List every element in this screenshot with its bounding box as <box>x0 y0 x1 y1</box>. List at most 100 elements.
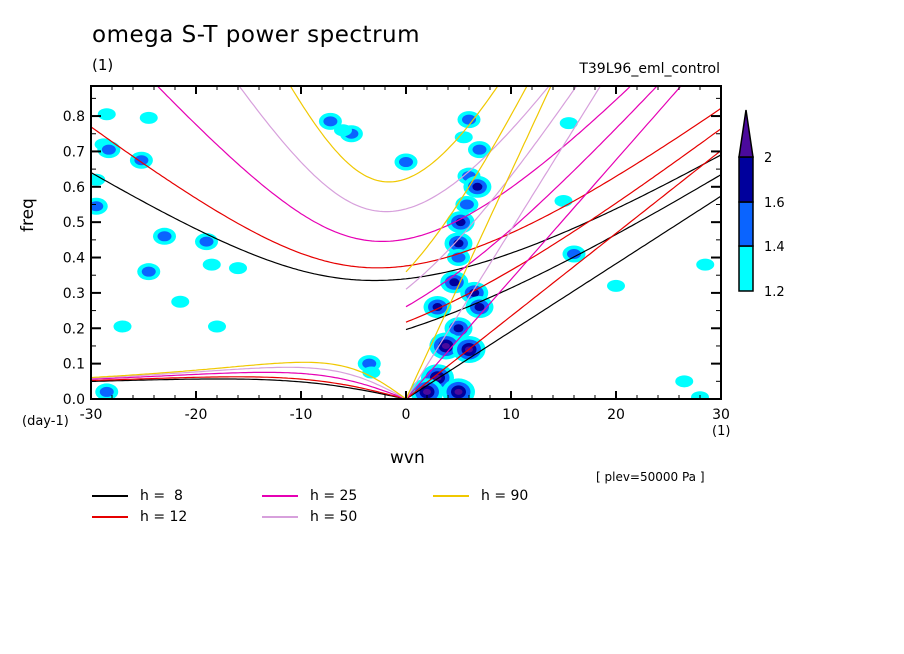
dispersion-curve-h90-er1 <box>91 361 407 399</box>
contour-blob <box>129 151 153 169</box>
dispersion-curve-h25-ig1 <box>156 86 632 242</box>
contour-blob <box>394 153 418 171</box>
dispersion-curve-h12-er1 <box>91 376 407 399</box>
contour-level-4 <box>441 342 450 349</box>
colorbar-extend-triangle <box>738 109 754 158</box>
dispersion-curve-h90-ig1 <box>289 86 499 183</box>
colorbar-segment <box>738 201 754 247</box>
legend-item-h25: h = 25 <box>262 488 357 504</box>
y-axis-units: (day-1) <box>22 414 69 429</box>
dispersion-curve-h25-kelvin <box>405 86 682 399</box>
x-axis-label: wvn <box>390 448 425 468</box>
legend-swatch <box>433 495 469 497</box>
plot-area <box>91 86 721 399</box>
contour-blob <box>95 383 119 399</box>
contour-level-1 <box>202 258 221 271</box>
contour-level-1 <box>362 366 381 379</box>
contour-level-2 <box>459 199 474 210</box>
x-tick-label: 30 <box>712 407 730 423</box>
contour-blob <box>559 117 578 130</box>
contour-level-3 <box>453 324 464 333</box>
legend-item-h90: h = 90 <box>433 488 528 504</box>
contour-level-1 <box>607 279 625 292</box>
dispersion-curve-h8-kelvin <box>405 195 721 399</box>
legend-label: h = 50 <box>310 509 358 525</box>
y-tick-label: 0.1 <box>63 357 85 373</box>
contour-blob <box>463 175 492 198</box>
dispersion-curve-h8-ig1 <box>91 154 721 282</box>
y-tick-label: 0.2 <box>63 321 85 337</box>
contour-level-3 <box>449 278 460 287</box>
chart-units: (1) <box>92 56 114 74</box>
dispersion-curve-h90-eig0 <box>405 86 528 273</box>
legend-label: h = 12 <box>140 509 188 525</box>
y-tick-label: 0.8 <box>63 109 85 125</box>
contour-blob <box>444 232 473 255</box>
contour-level-2 <box>399 157 413 168</box>
dispersion-curve-h12-ig1 <box>91 107 721 269</box>
legend-label: h = 90 <box>481 488 529 504</box>
contour-level-3 <box>472 182 483 191</box>
dispersion-curve-h50-er1 <box>91 366 407 399</box>
contour-level-4 <box>423 388 431 395</box>
contour-blob <box>410 378 444 399</box>
contour-level-4 <box>454 388 463 395</box>
contour-level-2 <box>101 144 116 155</box>
contour-blob <box>446 211 475 234</box>
contour-blob <box>607 279 625 292</box>
contour-level-2 <box>462 114 476 125</box>
contour-level-1 <box>113 320 132 333</box>
x-axis-units: (1) <box>712 424 731 439</box>
legend-item-h8: h = 8 <box>92 488 183 504</box>
contour-level-1 <box>229 262 247 275</box>
contour-blob <box>696 258 715 271</box>
legend-label: h = 25 <box>310 488 358 504</box>
contour-blob <box>113 320 132 333</box>
colorbar-segment <box>738 245 754 292</box>
contour-blob <box>465 296 494 319</box>
contour-blob <box>202 258 221 271</box>
plot-frame <box>90 85 722 400</box>
contour-blob <box>318 112 342 130</box>
dispersion-curve-h8-eig0 <box>405 174 721 331</box>
dispersion-curve-h25-er1 <box>91 371 407 399</box>
contour-level-2 <box>91 201 104 212</box>
contour-level-2 <box>323 116 338 127</box>
contour-level-2 <box>141 266 156 277</box>
legend-swatch <box>92 516 128 518</box>
contour-level-2 <box>472 144 487 155</box>
x-tick-label: 10 <box>502 407 520 423</box>
contour-blob <box>675 375 694 388</box>
legend-item-h12: h = 12 <box>92 509 187 525</box>
legend-item-h50: h = 50 <box>262 509 357 525</box>
contour-blob <box>334 124 352 137</box>
x-tick-label: -20 <box>185 407 208 423</box>
dispersion-curve-h50-kelvin <box>405 86 602 399</box>
chart-title: omega S-T power spectrum <box>92 22 421 48</box>
contour-level-2 <box>362 358 377 369</box>
legend-swatch <box>262 516 298 518</box>
contour-level-1 <box>454 131 473 144</box>
contour-blob <box>554 194 573 207</box>
contour-level-2 <box>199 236 214 247</box>
contour-blob <box>562 245 586 263</box>
y-tick-label: 0.3 <box>63 286 85 302</box>
run-label: T39L96_eml_control <box>579 61 720 77</box>
contour-blob <box>171 295 190 308</box>
contour-level-1 <box>334 124 352 137</box>
contour-blob <box>97 108 116 121</box>
contour-blob <box>195 233 218 251</box>
contour-level-2 <box>134 155 149 166</box>
colorbar-segment <box>738 156 754 203</box>
contour-level-1 <box>139 111 158 124</box>
x-tick-label: -30 <box>80 407 103 423</box>
contour-level-2 <box>157 231 172 242</box>
x-tick-label: -10 <box>290 407 313 423</box>
colorbar-label: 2 <box>764 151 772 166</box>
contour-blob <box>91 173 106 186</box>
plev-annotation: [ plev=50000 Pa ] <box>596 470 705 484</box>
contour-blob <box>440 271 469 294</box>
contour-blob <box>455 195 479 213</box>
legend-swatch <box>262 495 298 497</box>
